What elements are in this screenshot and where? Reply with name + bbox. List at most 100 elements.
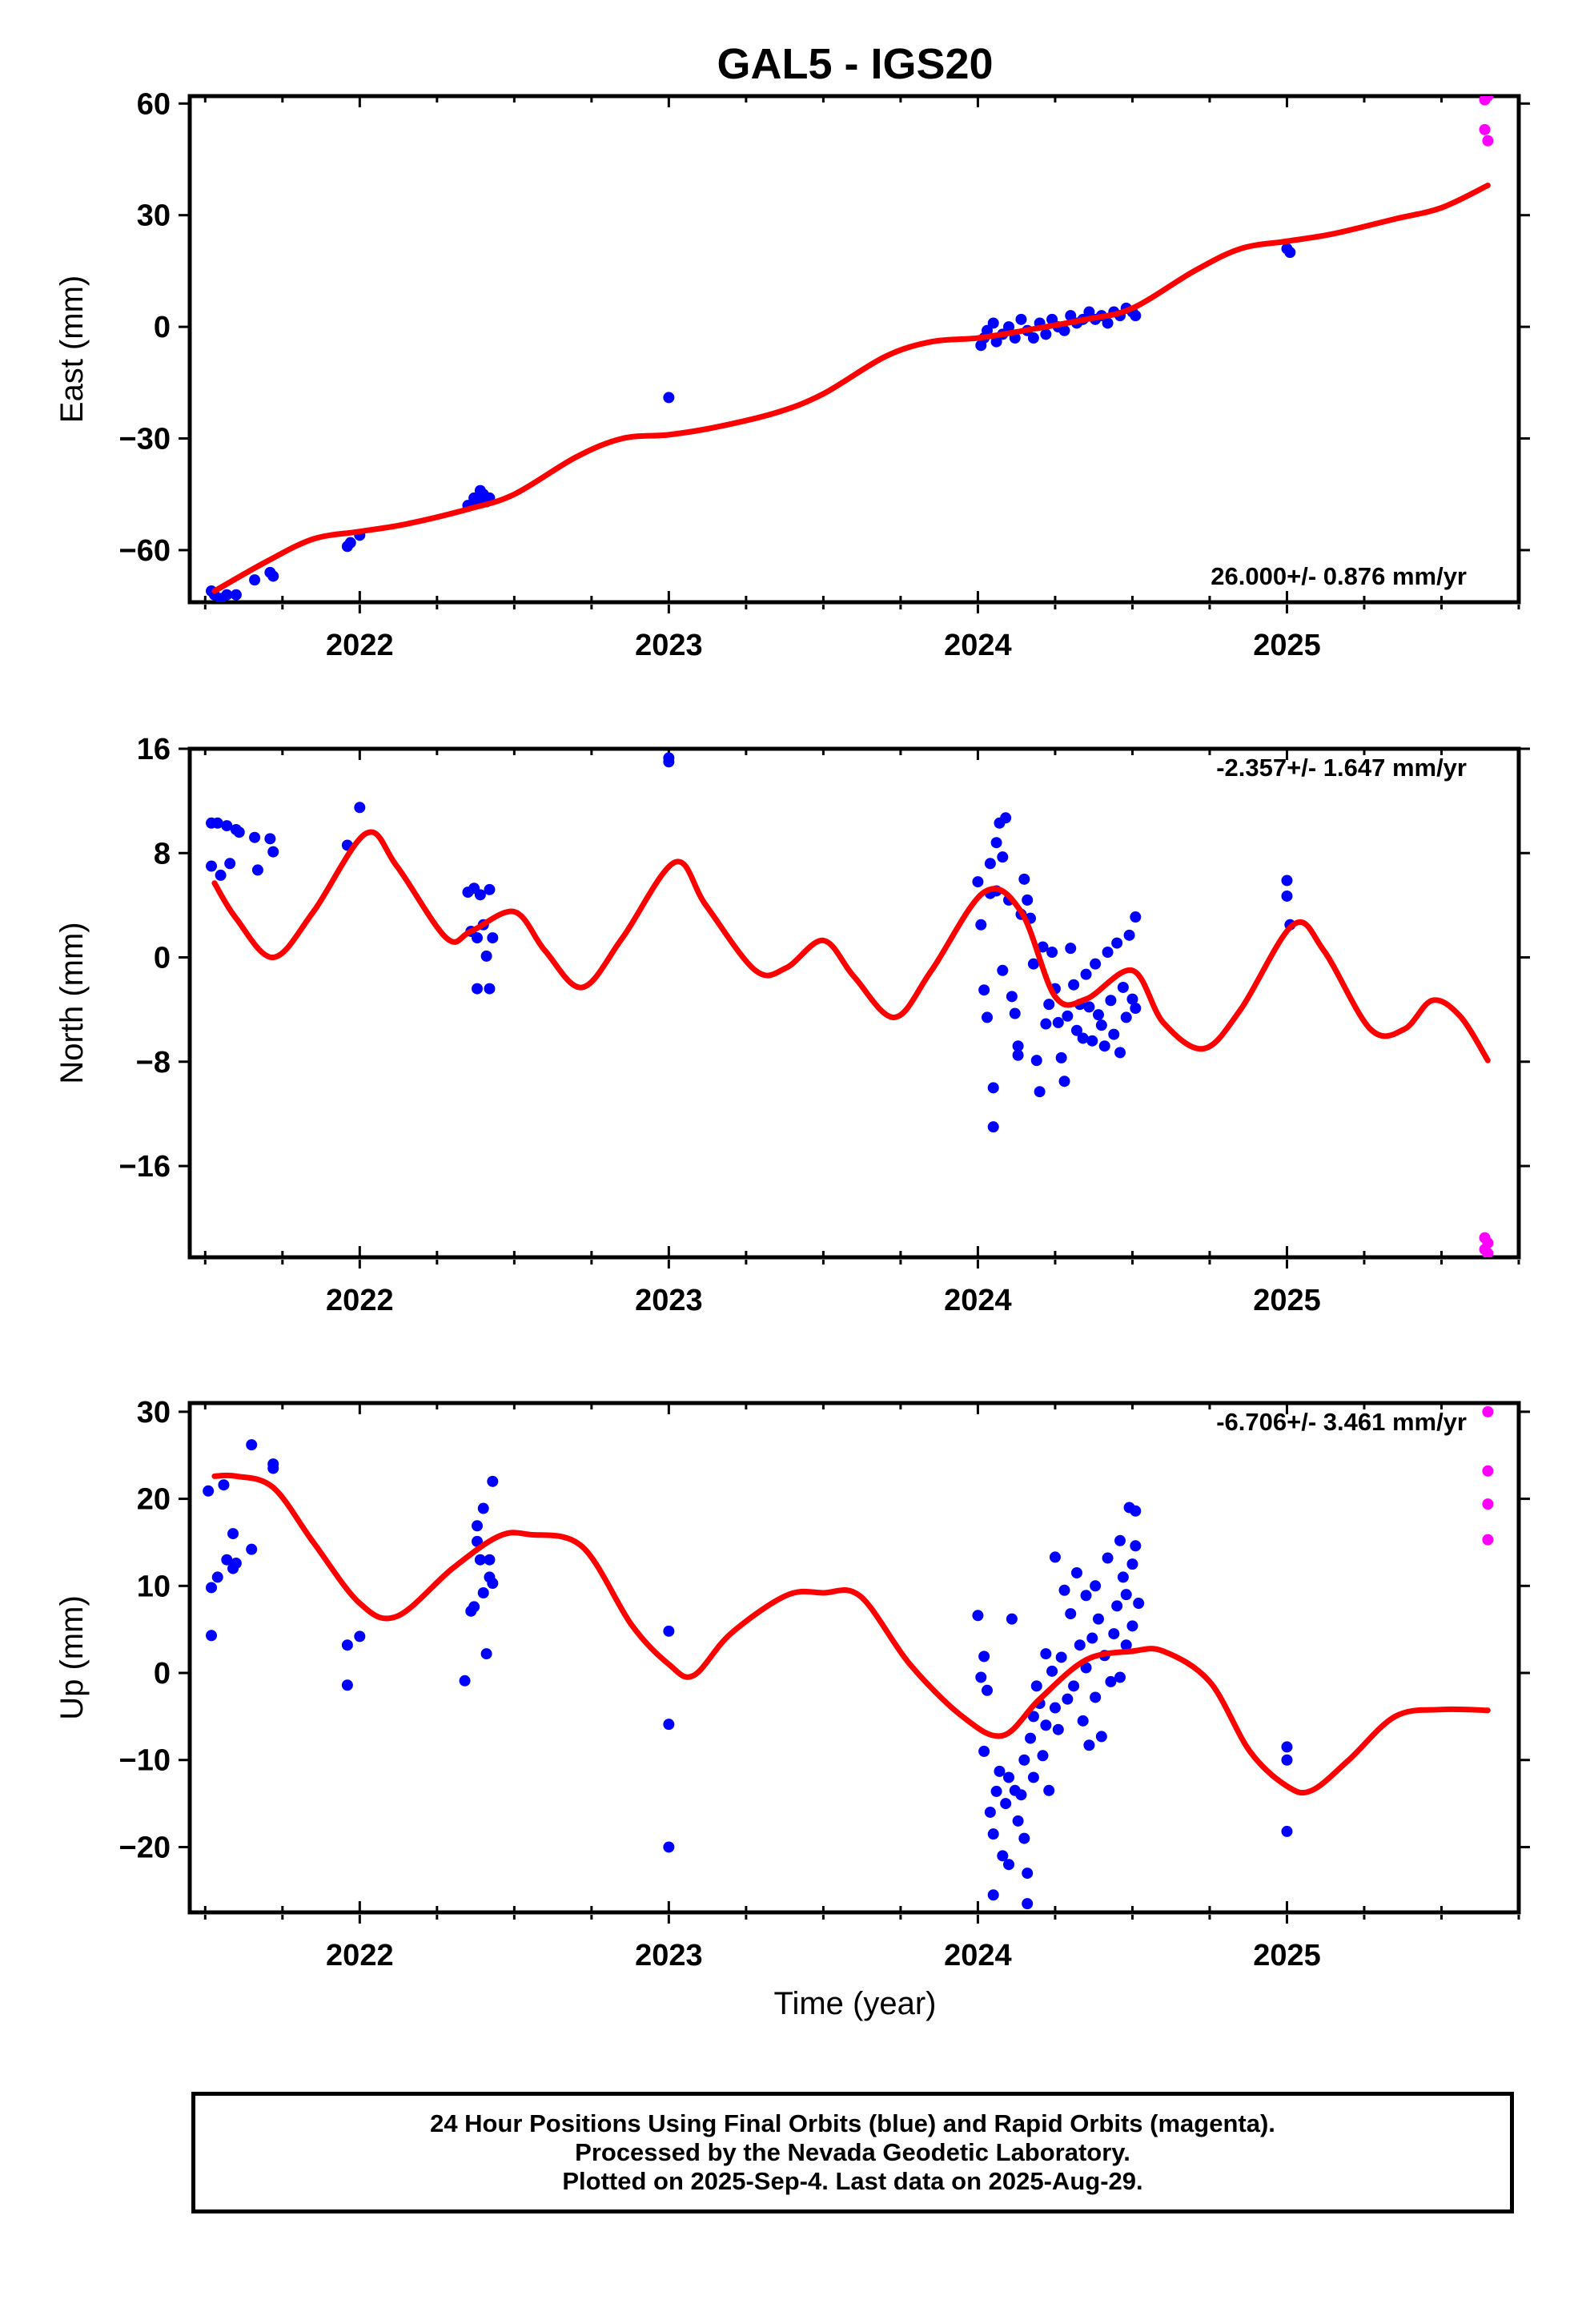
final-orbit-point	[1080, 1590, 1092, 1602]
final-orbit-point	[663, 1719, 675, 1731]
final-orbit-point	[1065, 943, 1077, 955]
final-orbit-point	[1052, 1016, 1064, 1028]
final-orbit-point	[978, 1745, 990, 1757]
final-orbit-point	[230, 589, 242, 601]
final-orbit-point	[1123, 929, 1135, 941]
final-orbit-point	[997, 1850, 1009, 1862]
final-orbit-point	[1108, 1628, 1120, 1640]
model-curve	[211, 829, 1491, 1063]
final-orbit-point	[267, 570, 279, 582]
final-orbit-point	[984, 1806, 996, 1818]
final-orbit-point	[987, 1889, 999, 1901]
model-curve	[211, 183, 1491, 594]
final-orbit-point	[972, 1610, 984, 1622]
final-orbit-point	[267, 1462, 279, 1474]
final-orbit-point	[982, 1684, 993, 1696]
final-orbit-point	[1114, 1047, 1126, 1059]
rapid-orbit-point	[1482, 1248, 1494, 1257]
final-orbit-point	[1083, 1001, 1095, 1013]
final-orbit-point	[1003, 1771, 1015, 1783]
y-tick-label: 10	[137, 1570, 171, 1603]
data-layer	[206, 96, 1494, 602]
y-tick-label: 60	[137, 87, 171, 121]
final-orbit-point	[230, 1558, 242, 1570]
final-orbit-point	[1092, 1009, 1104, 1021]
final-orbit-point	[1114, 1671, 1126, 1683]
x-tick-label: 2023	[635, 1939, 703, 1972]
final-orbit-point	[1133, 1598, 1145, 1610]
final-orbit-point	[1117, 1571, 1129, 1583]
final-orbit-point	[1120, 1589, 1132, 1601]
final-orbit-point	[1068, 1680, 1080, 1692]
y-axis-label: East (mm)	[54, 275, 90, 423]
final-orbit-point	[221, 820, 233, 832]
final-orbit-point	[221, 589, 233, 601]
y-axis-label: North (mm)	[54, 922, 90, 1084]
final-orbit-point	[1070, 1567, 1082, 1578]
model-curve	[211, 1472, 1491, 1796]
final-orbit-point	[1090, 1580, 1102, 1592]
final-orbit-point	[206, 1630, 218, 1642]
final-orbit-point	[997, 851, 1009, 863]
final-orbit-point	[975, 1671, 987, 1683]
final-orbit-point	[1055, 1651, 1067, 1663]
y-tick-label: −10	[119, 1744, 171, 1778]
y-axis-label: Up (mm)	[54, 1595, 90, 1720]
x-axis-label: Time (year)	[774, 1986, 937, 2021]
final-orbit-point	[1040, 1648, 1052, 1660]
y-tick-label: 16	[137, 733, 171, 766]
final-orbit-point	[480, 950, 492, 962]
y-tick-label: 0	[154, 1657, 171, 1691]
rapid-orbit-point	[1482, 1465, 1494, 1477]
final-orbit-point	[1281, 890, 1293, 902]
final-orbit-point	[1049, 1551, 1061, 1563]
final-orbit-point	[211, 1571, 223, 1583]
final-orbit-point	[1006, 1613, 1018, 1625]
final-orbit-point	[1105, 1675, 1117, 1687]
final-orbit-point	[1074, 1639, 1086, 1651]
final-orbit-point	[1052, 1723, 1064, 1735]
final-orbit-point	[1092, 1613, 1104, 1625]
final-orbit-point	[1126, 1558, 1138, 1570]
final-orbit-point	[474, 1554, 486, 1566]
final-orbit-point	[1126, 1620, 1138, 1632]
final-orbit-point	[1281, 1825, 1293, 1837]
final-orbit-point	[1105, 995, 1117, 1007]
final-orbit-point	[1006, 991, 1018, 1003]
panel-1: 2022 2023 2024 2025 −60 −30 0 30 60 East (mm) 26.0…	[54, 87, 1530, 662]
final-orbit-point	[663, 1841, 675, 1853]
y-tick-label: 30	[137, 199, 171, 233]
footer-note: 24 Hour Positions Using Final Orbits (bl…	[191, 2092, 1514, 2213]
final-orbit-point	[1034, 1086, 1046, 1098]
final-orbit-point	[1130, 911, 1142, 923]
final-orbit-point	[978, 1651, 990, 1663]
final-orbit-point	[203, 1485, 215, 1497]
footer-line-3: Plotted on 2025-Sep-4. Last data on 2025…	[562, 2167, 1143, 2195]
plot-frame	[187, 746, 1521, 1260]
final-orbit-point	[1083, 306, 1095, 318]
final-orbit-point	[1000, 1798, 1012, 1810]
final-orbit-point	[472, 1520, 484, 1532]
final-orbit-point	[1090, 958, 1102, 970]
final-orbit-point	[1012, 1040, 1024, 1052]
x-tick-label: 2022	[326, 629, 394, 662]
final-orbit-point	[1070, 1024, 1082, 1036]
final-orbit-point	[1046, 947, 1058, 958]
final-orbit-point	[1095, 1019, 1107, 1031]
final-orbit-point	[975, 919, 987, 931]
final-orbit-point	[982, 324, 993, 336]
final-orbit-point	[341, 1679, 353, 1691]
final-orbit-point	[227, 1528, 239, 1540]
final-orbit-point	[1117, 981, 1129, 993]
final-orbit-point	[233, 826, 245, 838]
final-orbit-point	[990, 837, 1002, 849]
y-tick-label: −60	[119, 534, 171, 568]
final-orbit-point	[487, 1475, 499, 1487]
final-orbit-point	[1022, 894, 1034, 906]
panel-2: 2022 2023 2024 2025 −16 −8 0 8 16 North (mm) -2.35…	[54, 733, 1530, 1317]
final-orbit-point	[1018, 873, 1030, 885]
final-orbit-point	[1130, 1003, 1142, 1015]
rapid-orbit-point	[1482, 1534, 1494, 1546]
final-orbit-point	[1027, 1771, 1039, 1783]
final-orbit-point	[1043, 999, 1055, 1011]
